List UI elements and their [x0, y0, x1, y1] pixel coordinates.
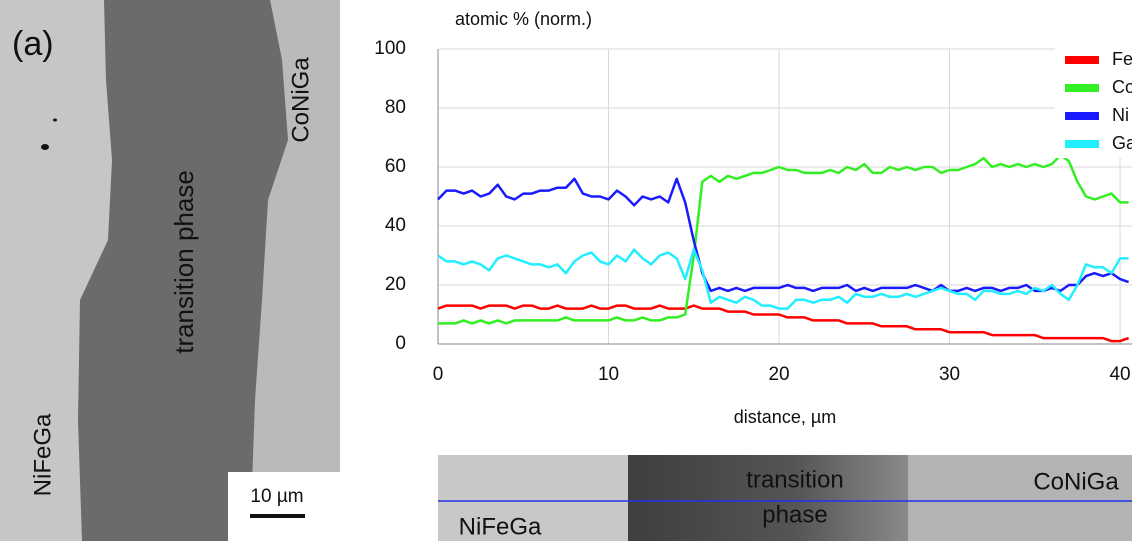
- legend: Fe Kα Co Kα Ni Kα Ga Kα: [1055, 46, 1132, 158]
- y-tick-label: 0: [395, 333, 406, 354]
- x-tick-label: 40: [1109, 364, 1130, 385]
- legend-swatch: [1065, 140, 1099, 148]
- micrograph: (a) transition phase CoNiGa NiFeGa 10 µm: [0, 0, 340, 541]
- series-line: [438, 153, 1129, 325]
- legend-label: Ga Kα: [1112, 133, 1132, 153]
- scan-label: NiFeGa: [459, 513, 542, 540]
- scan-label: transition: [746, 466, 843, 493]
- y-tick-label: 20: [385, 274, 406, 295]
- axis-title: atomic % (norm.): [455, 9, 592, 29]
- legend-box: [1055, 46, 1132, 158]
- series-line: [437, 177, 1130, 293]
- micrograph-band: [78, 0, 288, 541]
- y-tick-label: 40: [385, 215, 406, 236]
- region-label: CoNiGa: [287, 57, 314, 143]
- y-tick-label: 80: [385, 97, 406, 118]
- legend-label: Ni Kα: [1112, 105, 1132, 125]
- x-axis-label: distance, µm: [734, 407, 836, 427]
- scan-region: [908, 455, 1132, 541]
- scan-label: phase: [762, 501, 827, 528]
- scale-bar: [250, 514, 305, 518]
- pore: [41, 144, 49, 150]
- scan-band: [628, 455, 908, 541]
- x-tick-label: 10: [598, 364, 619, 385]
- x-tick-label: 0: [433, 364, 444, 385]
- line-scan: transition phase CoNiGa NiFeGa: [438, 455, 1132, 541]
- chart: atomic % (norm.) distance, µm 0 20 40 60 80 1…: [374, 9, 1132, 427]
- pore: [53, 118, 57, 122]
- x-tick-label: 30: [939, 364, 960, 385]
- region-label: NiFeGa: [29, 413, 56, 496]
- legend-swatch: [1065, 56, 1099, 64]
- legend-swatch: [1065, 112, 1099, 120]
- legend-label: Fe Kα: [1112, 49, 1132, 69]
- scale-bar-label: 10 µm: [250, 486, 303, 507]
- y-tick-label: 60: [385, 156, 406, 177]
- legend-swatch: [1065, 84, 1099, 92]
- series-line: [437, 304, 1130, 343]
- region-label: transition phase: [169, 170, 199, 354]
- panel-label: (a): [12, 25, 54, 63]
- scale-bar-box: [228, 472, 340, 541]
- y-tick-label: 100: [374, 38, 406, 59]
- series-line: [437, 248, 1129, 310]
- x-tick-label: 20: [768, 364, 789, 385]
- scan-label: CoNiGa: [1033, 468, 1119, 495]
- legend-label: Co Kα: [1112, 77, 1132, 97]
